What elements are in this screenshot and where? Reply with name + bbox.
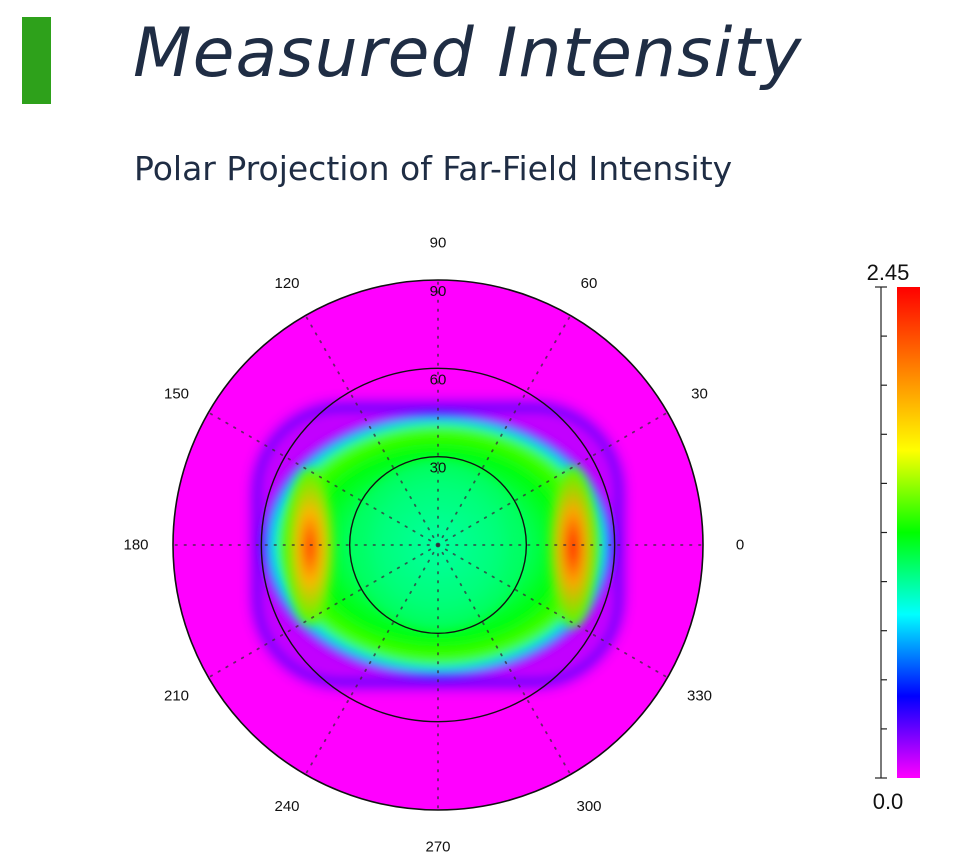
page-subtitle: Polar Projection of Far-Field Intensity <box>134 149 733 188</box>
polar-spoke <box>304 544 439 776</box>
radial-ring <box>348 455 528 635</box>
angle-label: 240 <box>274 798 299 815</box>
polar-spoke <box>437 314 572 546</box>
polar-spoke <box>304 314 439 546</box>
angle-label: 120 <box>274 275 299 292</box>
angle-label: 180 <box>123 537 148 554</box>
accent-bar <box>22 17 51 104</box>
angle-label: 210 <box>164 688 189 705</box>
polar-spoke <box>437 411 669 546</box>
radial-tick-label: 30 <box>430 460 447 477</box>
polar-spoke <box>437 544 572 776</box>
polar-spoke <box>207 544 439 679</box>
colorbar-max-label: 2.45 <box>867 260 910 285</box>
radial-tick-label: 90 <box>430 283 447 300</box>
polar-spoke <box>207 411 439 546</box>
radial-ring <box>172 279 704 811</box>
colorbar-gradient <box>897 287 920 778</box>
angle-label: 90 <box>430 235 447 252</box>
intensity-lobe-left <box>286 469 334 625</box>
polar-spoke <box>437 544 669 679</box>
angle-label: 330 <box>687 688 712 705</box>
page-title: Measured Intensity <box>133 14 803 93</box>
radial-ring <box>260 367 616 723</box>
intensity-lobe-right <box>549 467 597 627</box>
angle-label: 150 <box>164 386 189 403</box>
angle-label: 270 <box>425 839 450 856</box>
angle-label: 300 <box>576 798 601 815</box>
colorbar-min-label: 0.0 <box>873 789 904 814</box>
polar-spokes <box>172 279 704 811</box>
radial-tick-label: 60 <box>430 371 447 388</box>
angle-label: 0 <box>736 537 744 554</box>
angle-label: 30 <box>691 386 708 403</box>
angle-label: 60 <box>581 275 598 292</box>
